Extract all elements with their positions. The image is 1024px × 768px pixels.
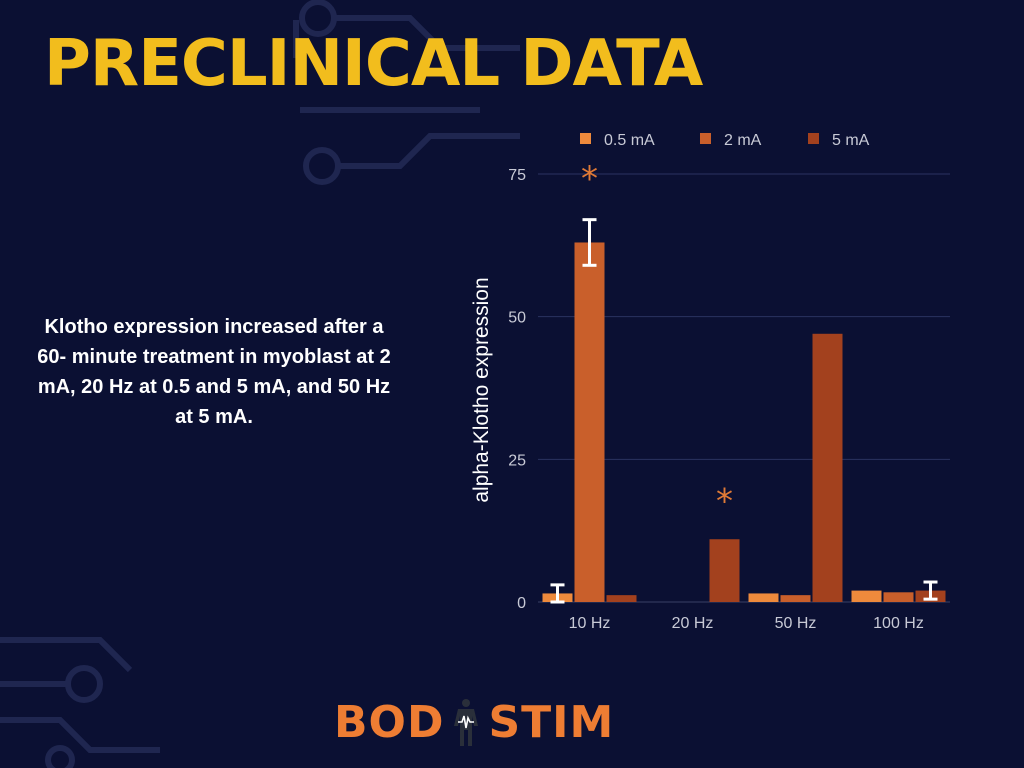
x-tick-label: 20 Hz (672, 615, 714, 632)
description-text: Klotho expression increased after a 60- … (37, 316, 391, 428)
y-tick-label: 50 (508, 310, 526, 327)
bar (883, 592, 914, 602)
bar (709, 539, 740, 602)
bar (574, 242, 605, 602)
x-tick-label: 100 Hz (873, 615, 924, 632)
legend-swatch (580, 133, 591, 144)
brand-logo: BOD STIM (334, 698, 614, 748)
bar (851, 590, 882, 602)
significance-asterisk: * (581, 159, 598, 199)
significance-asterisk: * (716, 481, 733, 521)
logo-text-left: BOD (334, 697, 445, 748)
legend-label: 2 mA (724, 132, 762, 149)
y-tick-label: 25 (508, 452, 526, 469)
legend-swatch (808, 133, 819, 144)
x-tick-label: 50 Hz (775, 615, 817, 632)
y-tick-label: 75 (508, 167, 526, 184)
x-tick-label: 10 Hz (569, 615, 611, 632)
y-axis-label: alpha-Klotho expression (470, 277, 493, 502)
bar-chart: 0 25 50 75 10 Hz 20 Hz 50 Hz 100 Hz * * 0.5 mA 2 m… (470, 132, 950, 632)
human-figure-icon (446, 698, 486, 748)
legend-label: 5 mA (832, 132, 870, 149)
bar (780, 595, 811, 602)
legend-label: 0.5 mA (604, 132, 655, 149)
y-tick-label: 0 (517, 595, 526, 612)
logo-text-right: STIM (488, 697, 615, 748)
legend-swatch (700, 133, 711, 144)
page-title: PRECLINICAL DATA (44, 27, 703, 101)
bar (748, 593, 779, 602)
bar (606, 595, 637, 602)
bar (812, 333, 843, 602)
